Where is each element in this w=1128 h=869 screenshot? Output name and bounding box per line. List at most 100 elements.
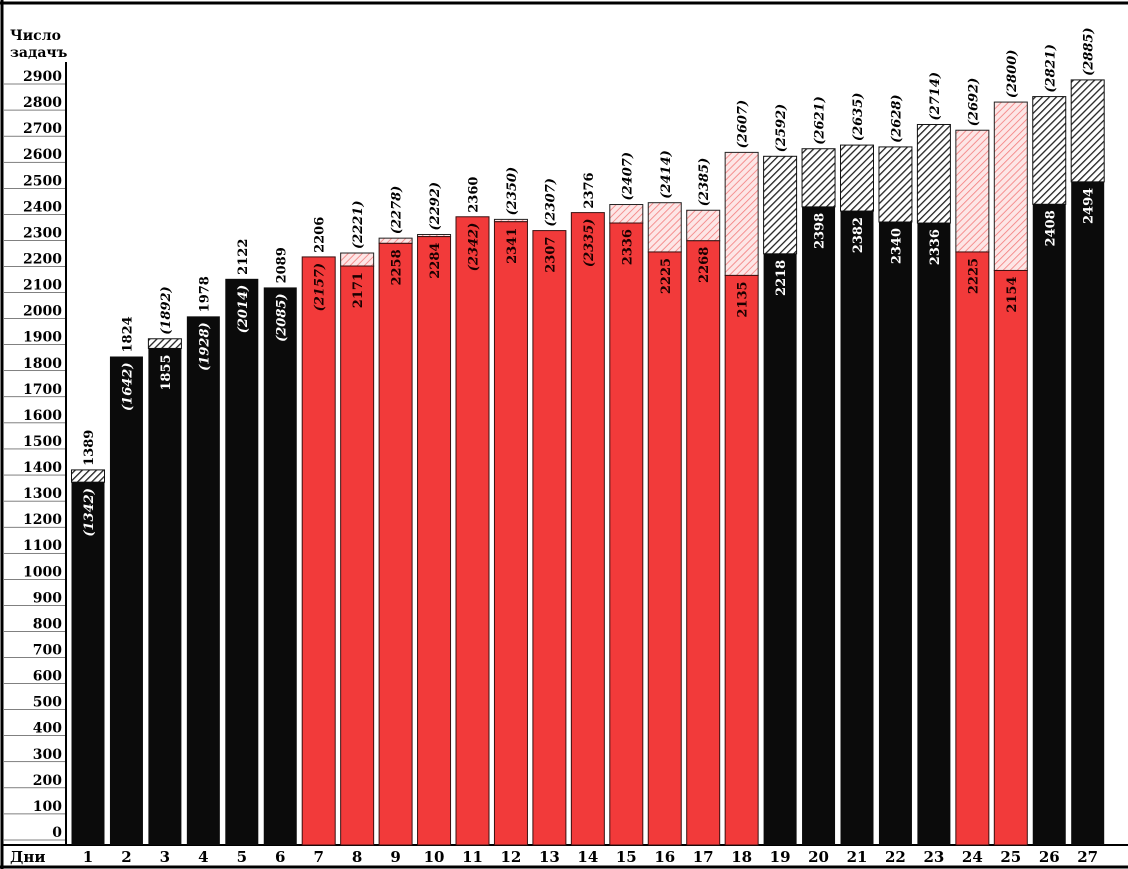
y-tick-label: 1100: [23, 538, 62, 554]
bar-inner-label: 2408: [1043, 210, 1058, 246]
bar-inner-label: 2225: [659, 258, 674, 294]
bar-main: [532, 230, 567, 846]
bar-main: [417, 236, 452, 846]
bar-hatched-segment: [647, 202, 682, 253]
bar-hatched-segment: [878, 146, 913, 223]
bar-main: [225, 278, 259, 846]
y-tick-label: 200: [33, 773, 62, 789]
bar-inner-label: 2135: [736, 281, 751, 317]
bar-total-label: (2692): [966, 78, 981, 126]
bar-inner-label: (2342): [467, 223, 482, 271]
bar-main: [570, 212, 605, 846]
bar-total-label: (2800): [1005, 50, 1020, 98]
bar-inner-label: 2341: [505, 228, 520, 264]
y-axis-label-line2: задачъ: [10, 45, 68, 61]
bar-hatched-segment: [955, 129, 990, 253]
y-tick-label: 2000: [23, 304, 62, 320]
y-tick-label: 1800: [23, 356, 62, 372]
x-tick-label: 21: [847, 848, 868, 866]
x-tick-label: 7: [313, 848, 323, 866]
bar-hatched-segment: [801, 148, 836, 208]
bar-main: [955, 251, 990, 846]
bar-main: [647, 251, 682, 846]
bar-total-label: 2122: [236, 239, 251, 275]
bar-hatched-segment: [378, 237, 413, 244]
bar-total-label: (2292): [428, 182, 443, 230]
bar-inner-label: (1642): [120, 363, 135, 411]
y-tick-label: 2600: [23, 147, 62, 163]
x-tick-label: 13: [539, 848, 560, 866]
y-tick-label: 2400: [23, 199, 62, 215]
bar-total-label: (2635): [851, 93, 866, 141]
y-tick-label: 1900: [23, 330, 62, 346]
bar-main: [71, 482, 105, 845]
x-tick-label: 25: [1000, 848, 1021, 866]
bar-total-label: (2307): [543, 178, 558, 226]
bar-inner-label: 2268: [697, 247, 712, 283]
x-tick-label: 18: [731, 848, 752, 866]
bar-hatched-segment: [340, 252, 375, 267]
bar-total-label: (2221): [351, 201, 366, 249]
bar-total-label: (2714): [928, 72, 943, 120]
bar-main: [802, 206, 836, 845]
bar-total-label: (2607): [736, 100, 751, 148]
bar-main: [378, 242, 413, 846]
y-tick-label: 700: [33, 643, 62, 659]
y-tick-label: 2900: [23, 69, 62, 85]
x-tick-label: 6: [275, 848, 285, 866]
y-tick-label: 800: [33, 616, 62, 632]
y-tick-label: 1500: [23, 434, 62, 450]
bar-inner-label: 2154: [1005, 276, 1020, 312]
bar-total-label: (2278): [390, 186, 405, 234]
bar-hatched-segment: [1070, 79, 1105, 183]
bar-hatched-segment: [993, 101, 1028, 271]
bar-inner-label: (1342): [82, 488, 97, 536]
bar-total-label: (2621): [813, 96, 828, 144]
bar-main: [840, 211, 874, 846]
x-tick-label: 11: [462, 848, 483, 866]
bar-main: [878, 221, 912, 845]
bar-inner-label: 2336: [620, 229, 635, 265]
bar-total-label: 2206: [313, 217, 328, 253]
bar-inner-label: 2382: [851, 217, 866, 253]
bar-main: [493, 221, 528, 846]
x-tick-label: 17: [693, 848, 714, 866]
bar-hatched-segment: [763, 155, 798, 255]
bar-inner-label: 1855: [159, 354, 174, 390]
bar-total-label: (2414): [659, 150, 674, 198]
x-tick-label: 22: [885, 848, 906, 866]
bar-main: [301, 256, 336, 846]
bar-total-label: (2628): [889, 94, 904, 142]
x-tick-label: 27: [1077, 848, 1098, 866]
y-tick-label: 2300: [23, 225, 62, 241]
y-tick-label: 1000: [23, 564, 62, 580]
bar-total-label: (1892): [159, 286, 174, 334]
bar-total-label: 1978: [197, 276, 212, 312]
bar-total-label: 1824: [120, 316, 135, 352]
x-tick-label: 8: [352, 848, 362, 866]
bar-total-label: 2376: [582, 172, 597, 208]
bar-inner-label: 2336: [928, 229, 943, 265]
bar-hatched-segment: [686, 209, 721, 242]
bar-inner-label: 2307: [543, 237, 558, 273]
bar-main: [186, 316, 220, 846]
y-tick-label: 400: [33, 721, 62, 737]
y-tick-label: 600: [33, 669, 62, 685]
bar-inner-label: 2340: [889, 228, 904, 264]
bar-main: [340, 265, 375, 846]
bar-hatched-segment: [147, 338, 182, 349]
bar-main: [455, 216, 490, 846]
bar-hatched-segment: [916, 123, 951, 224]
bar-main: [993, 269, 1028, 846]
bar-inner-label: (2335): [582, 219, 597, 267]
bar-total-label: (2821): [1043, 44, 1058, 92]
bar-main: [609, 222, 644, 846]
bar-inner-label: 2225: [966, 258, 981, 294]
bar-main: [917, 223, 951, 846]
bar-inner-label: (2014): [236, 285, 251, 333]
x-tick-label: 23: [923, 848, 944, 866]
x-tick-label: 24: [962, 848, 983, 866]
x-tick-label: 9: [390, 848, 400, 866]
y-tick-label: 1700: [23, 382, 62, 398]
